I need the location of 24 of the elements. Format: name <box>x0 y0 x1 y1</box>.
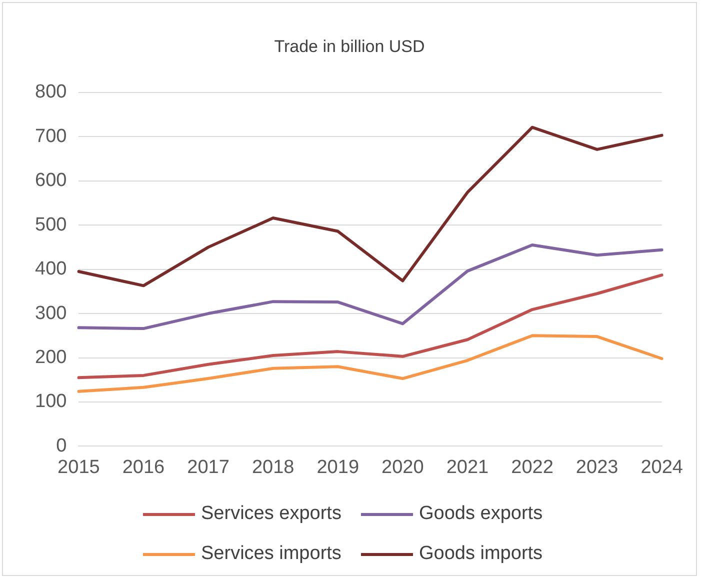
x-tick-label: 2020 <box>382 456 424 478</box>
legend-label: Goods imports <box>419 543 543 565</box>
y-tick-label: 200 <box>35 346 67 368</box>
y-tick-label: 300 <box>35 302 67 324</box>
chart-title: Trade in billion USD <box>273 37 426 57</box>
x-tick-label: 2019 <box>316 456 360 478</box>
x-tick-label: 2018 <box>252 456 294 478</box>
y-tick-label: 400 <box>35 258 67 280</box>
x-tick-label: 2017 <box>187 456 230 478</box>
x-tick-label: 2022 <box>511 456 554 478</box>
legend-label: Goods exports <box>419 503 543 525</box>
legend-label: Services exports <box>201 503 342 525</box>
y-tick-label: 500 <box>35 214 67 236</box>
y-tick-label: 800 <box>35 82 67 103</box>
y-tick-label: 700 <box>35 126 67 147</box>
legend-label: Services imports <box>201 543 342 565</box>
x-tick-label: 2024 <box>640 456 684 478</box>
y-tick-label: 0 <box>56 435 67 456</box>
x-tick-label: 2023 <box>576 456 618 478</box>
y-tick-label: 100 <box>35 391 67 412</box>
x-tick-label: 2016 <box>122 456 165 478</box>
x-tick-label: 2015 <box>58 456 100 478</box>
x-tick-label: 2021 <box>446 456 489 478</box>
y-tick-label: 600 <box>35 170 67 192</box>
